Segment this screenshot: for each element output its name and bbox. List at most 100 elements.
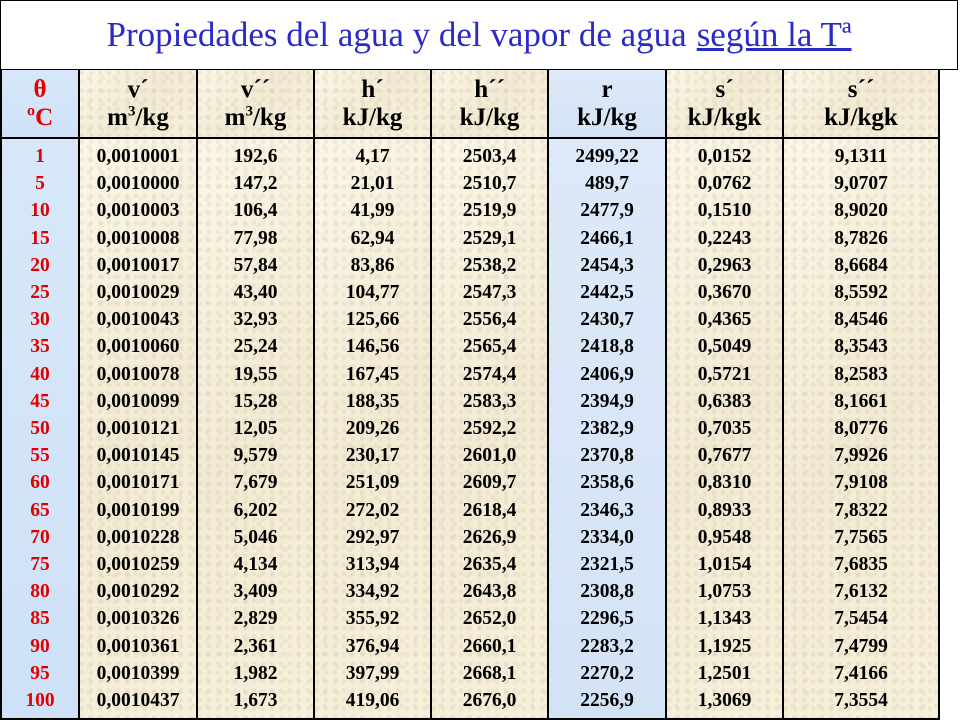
table-cell: 2,829 xyxy=(233,608,278,630)
table-cell: 30 xyxy=(30,309,50,331)
table-cell: 2296,5 xyxy=(580,608,634,630)
table-cell: 0,0010121 xyxy=(96,418,180,440)
header-temperature: θ ºC xyxy=(0,70,80,139)
table-cell: 35 xyxy=(30,336,50,358)
table-cell: 9,0707 xyxy=(834,173,888,195)
water-properties-table: θ ºC v´ m3/kg v´´ m3/kg h´ kJ/kg h´´ kJ/… xyxy=(0,70,960,720)
table-cell: 7,7565 xyxy=(834,526,888,548)
table-cell: 489,7 xyxy=(585,173,629,195)
table-cell: 90 xyxy=(30,635,50,657)
table-cell: 8,5592 xyxy=(834,282,888,304)
table-cell: 251,09 xyxy=(345,472,400,494)
table-cell: 2477,9 xyxy=(580,200,634,222)
header-symbol: r xyxy=(601,75,613,103)
table-cell: 2454,3 xyxy=(580,254,634,276)
table-cell: 2503,4 xyxy=(462,146,517,167)
table-cell: 2358,6 xyxy=(580,472,634,494)
table-cell: 1,1343 xyxy=(697,608,752,630)
table-cell: 0,0010145 xyxy=(96,445,180,467)
table-cell: 0,0010361 xyxy=(96,635,180,657)
table-cell: 2382,9 xyxy=(580,418,634,440)
table-cell: 8,4546 xyxy=(834,309,888,331)
table-cell: 2308,8 xyxy=(580,581,634,603)
table-cell: 2668,1 xyxy=(462,662,517,684)
table-cell: 2538,2 xyxy=(462,254,517,276)
table-cell: 0,0010001 xyxy=(96,146,180,167)
table-cell: 7,5454 xyxy=(834,608,888,630)
column-enthalpy-vapor: 2503,4 2510,7 2519,9 2529,1 2538,2 2547,3 2556… xyxy=(432,139,549,720)
table-cell: 0,7677 xyxy=(697,445,752,467)
table-cell: 7,8322 xyxy=(834,499,888,521)
table-cell: 25 xyxy=(30,282,50,304)
table-cell: 0,9548 xyxy=(697,526,752,548)
title-underlined: según la Tª xyxy=(696,15,852,54)
table-cell: 70 xyxy=(30,526,50,548)
table-cell: 83,86 xyxy=(350,254,395,276)
table-cell: 3,409 xyxy=(233,581,278,603)
table-cell: 15,28 xyxy=(233,390,278,412)
header-symbol: v´ xyxy=(127,75,149,103)
table-cell: 7,6132 xyxy=(834,581,888,603)
table-cell: 55 xyxy=(30,445,50,467)
column-entropy-vapor: 9,1311 9,0707 8,9020 8,7826 8,6684 8,5592 8,45… xyxy=(784,139,940,720)
table-cell: 80 xyxy=(30,581,50,603)
table-cell: 0,4365 xyxy=(697,309,752,331)
table-cell: 8,0776 xyxy=(834,418,888,440)
table-cell: 0,7035 xyxy=(697,418,752,440)
table-cell: 9,579 xyxy=(233,445,278,467)
table-cell: 2618,4 xyxy=(462,499,517,521)
table-cell: 8,1661 xyxy=(834,390,888,412)
table-cell: 0,3670 xyxy=(697,282,752,304)
table-cell: 8,6684 xyxy=(834,254,888,276)
table-cell: 60 xyxy=(30,472,50,494)
table-cell: 2556,4 xyxy=(462,309,517,331)
table-cell: 397,99 xyxy=(345,662,400,684)
table-cell: 0,2963 xyxy=(697,254,752,276)
table-cell: 0,0010000 xyxy=(96,173,180,195)
table-cell: 2321,5 xyxy=(580,554,634,576)
table-cell: 2346,3 xyxy=(580,499,634,521)
table-cell: 2660,1 xyxy=(462,635,517,657)
header-specific-volume-liquid: v´ m3/kg xyxy=(80,70,198,139)
table-cell: 75 xyxy=(30,554,50,576)
table-cell: 2256,9 xyxy=(580,690,634,712)
table-cell: 4,17 xyxy=(355,146,390,167)
table-cell: 2418,8 xyxy=(580,336,634,358)
column-latent-heat: 2499,22 489,7 2477,9 2466,1 2454,3 2442,5 2430… xyxy=(549,139,667,720)
table-cell: 0,0010008 xyxy=(96,227,180,249)
header-symbol: s´ xyxy=(715,75,734,103)
header-symbol: v´´ xyxy=(240,75,271,103)
table-cell: 2601,0 xyxy=(462,445,517,467)
table-cell: 0,2243 xyxy=(697,227,752,249)
table-cell: 7,4799 xyxy=(834,635,888,657)
table-cell: 1,982 xyxy=(233,662,278,684)
table-cell: 100 xyxy=(25,690,55,712)
table-cell: 1,2501 xyxy=(697,662,752,684)
column-entropy-liquid: 0,0152 0,0762 0,1510 0,2243 0,2963 0,3670 0,43… xyxy=(667,139,784,720)
table-cell: 41,99 xyxy=(350,200,395,222)
header-unit: kJ/kgk xyxy=(824,103,898,131)
table-cell: 5 xyxy=(35,173,45,195)
table-cell: 0,0010029 xyxy=(96,282,180,304)
table-cell: 209,26 xyxy=(345,418,400,440)
table-cell: 2283,2 xyxy=(580,635,634,657)
table-cell: 2652,0 xyxy=(462,608,517,630)
header-symbol: h´´ xyxy=(474,75,505,103)
table-cell: 2510,7 xyxy=(462,173,517,195)
table-cell: 2676,0 xyxy=(462,690,517,712)
table-cell: 0,8933 xyxy=(697,499,752,521)
table-cell: 2609,7 xyxy=(462,472,517,494)
table-cell: 2592,2 xyxy=(462,418,517,440)
table-cell: 0,0010199 xyxy=(96,499,180,521)
table-cell: 40 xyxy=(30,363,50,385)
table-cell: 230,17 xyxy=(345,445,400,467)
table-cell: 0,8310 xyxy=(697,472,752,494)
table-cell: 1,673 xyxy=(233,690,278,712)
table-cell: 0,0152 xyxy=(697,146,752,167)
table-cell: 0,0010326 xyxy=(96,608,180,630)
header-unit: m3/kg xyxy=(107,103,169,131)
table-cell: 106,4 xyxy=(233,200,278,222)
table-cell: 2430,7 xyxy=(580,309,634,331)
header-unit: m3/kg xyxy=(224,103,287,131)
table-cell: 2626,9 xyxy=(462,526,517,548)
